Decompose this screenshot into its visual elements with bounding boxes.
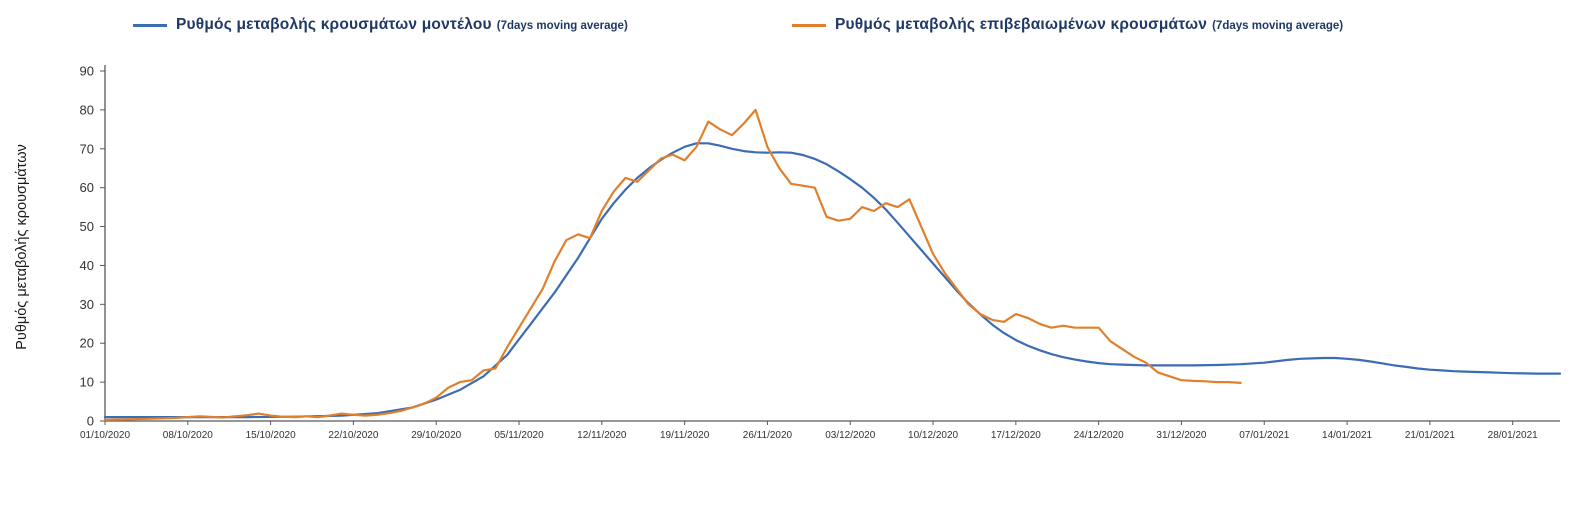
x-tick-label: 28/01/2021 (1488, 430, 1538, 441)
y-tick-label: 70 (80, 141, 94, 156)
legend-line-sample-model (133, 23, 167, 27)
legend-sublabel-model: (7days moving average) (496, 20, 628, 32)
x-tick-label: 12/11/2020 (577, 430, 627, 441)
x-tick-label: 03/12/2020 (825, 430, 875, 441)
legend-label-confirmed: Ρυθμός μεταβολής επιβεβαιωμένων κρουσμάτ… (835, 16, 1208, 33)
y-tick-label: 50 (80, 219, 94, 234)
y-tick-label: 30 (80, 297, 94, 312)
x-tick-label: 31/12/2020 (1156, 430, 1206, 441)
legend-label-model: Ρυθμός μεταβολής κρουσμάτων μοντέλου (176, 16, 492, 33)
y-tick-label: 0 (87, 414, 94, 429)
legend-item-model: Ρυθμός μεταβολής κρουσμάτων μοντέλου (7d… (133, 16, 628, 34)
y-tick-label: 80 (80, 102, 94, 117)
model-series-line (103, 142, 1562, 419)
legend-line-sample-confirmed (792, 23, 826, 27)
x-tick-label: 05/11/2020 (494, 430, 544, 441)
x-tick-label: 15/10/2020 (246, 430, 296, 441)
y-tick-label: 40 (80, 258, 94, 273)
y-tick-label: 20 (80, 336, 94, 351)
y-tick-label: 60 (80, 180, 94, 195)
x-tick-label: 10/12/2020 (908, 430, 958, 441)
x-tick-label: 08/10/2020 (163, 430, 213, 441)
x-tick-label: 19/11/2020 (660, 430, 710, 441)
x-tick-label: 07/01/2021 (1239, 430, 1289, 441)
x-tick-label: 29/10/2020 (411, 430, 461, 441)
x-tick-label: 01/10/2020 (80, 430, 130, 441)
x-tick-label: 14/01/2021 (1322, 430, 1372, 441)
legend-item-confirmed: Ρυθμός μεταβολής επιβεβαιωμένων κρουσμάτ… (792, 16, 1343, 34)
x-tick-label: 26/11/2020 (743, 430, 793, 441)
x-tick-label: 21/01/2021 (1405, 430, 1455, 441)
legend-sublabel-confirmed: (7days moving average) (1212, 20, 1344, 32)
confirmed-series-line (103, 108, 1242, 421)
y-tick-label: 90 (80, 64, 94, 79)
x-tick-label: 22/10/2020 (328, 430, 378, 441)
x-tick-label: 17/12/2020 (991, 430, 1041, 441)
x-tick-label: 24/12/2020 (1074, 430, 1124, 441)
y-tick-label: 10 (80, 375, 94, 390)
legend: Ρυθμός μεταβολής κρουσμάτων μοντέλου (7d… (0, 16, 1583, 48)
y-axis-title: Ρυθμός μεταβολής κρουσμάτων (14, 144, 30, 350)
